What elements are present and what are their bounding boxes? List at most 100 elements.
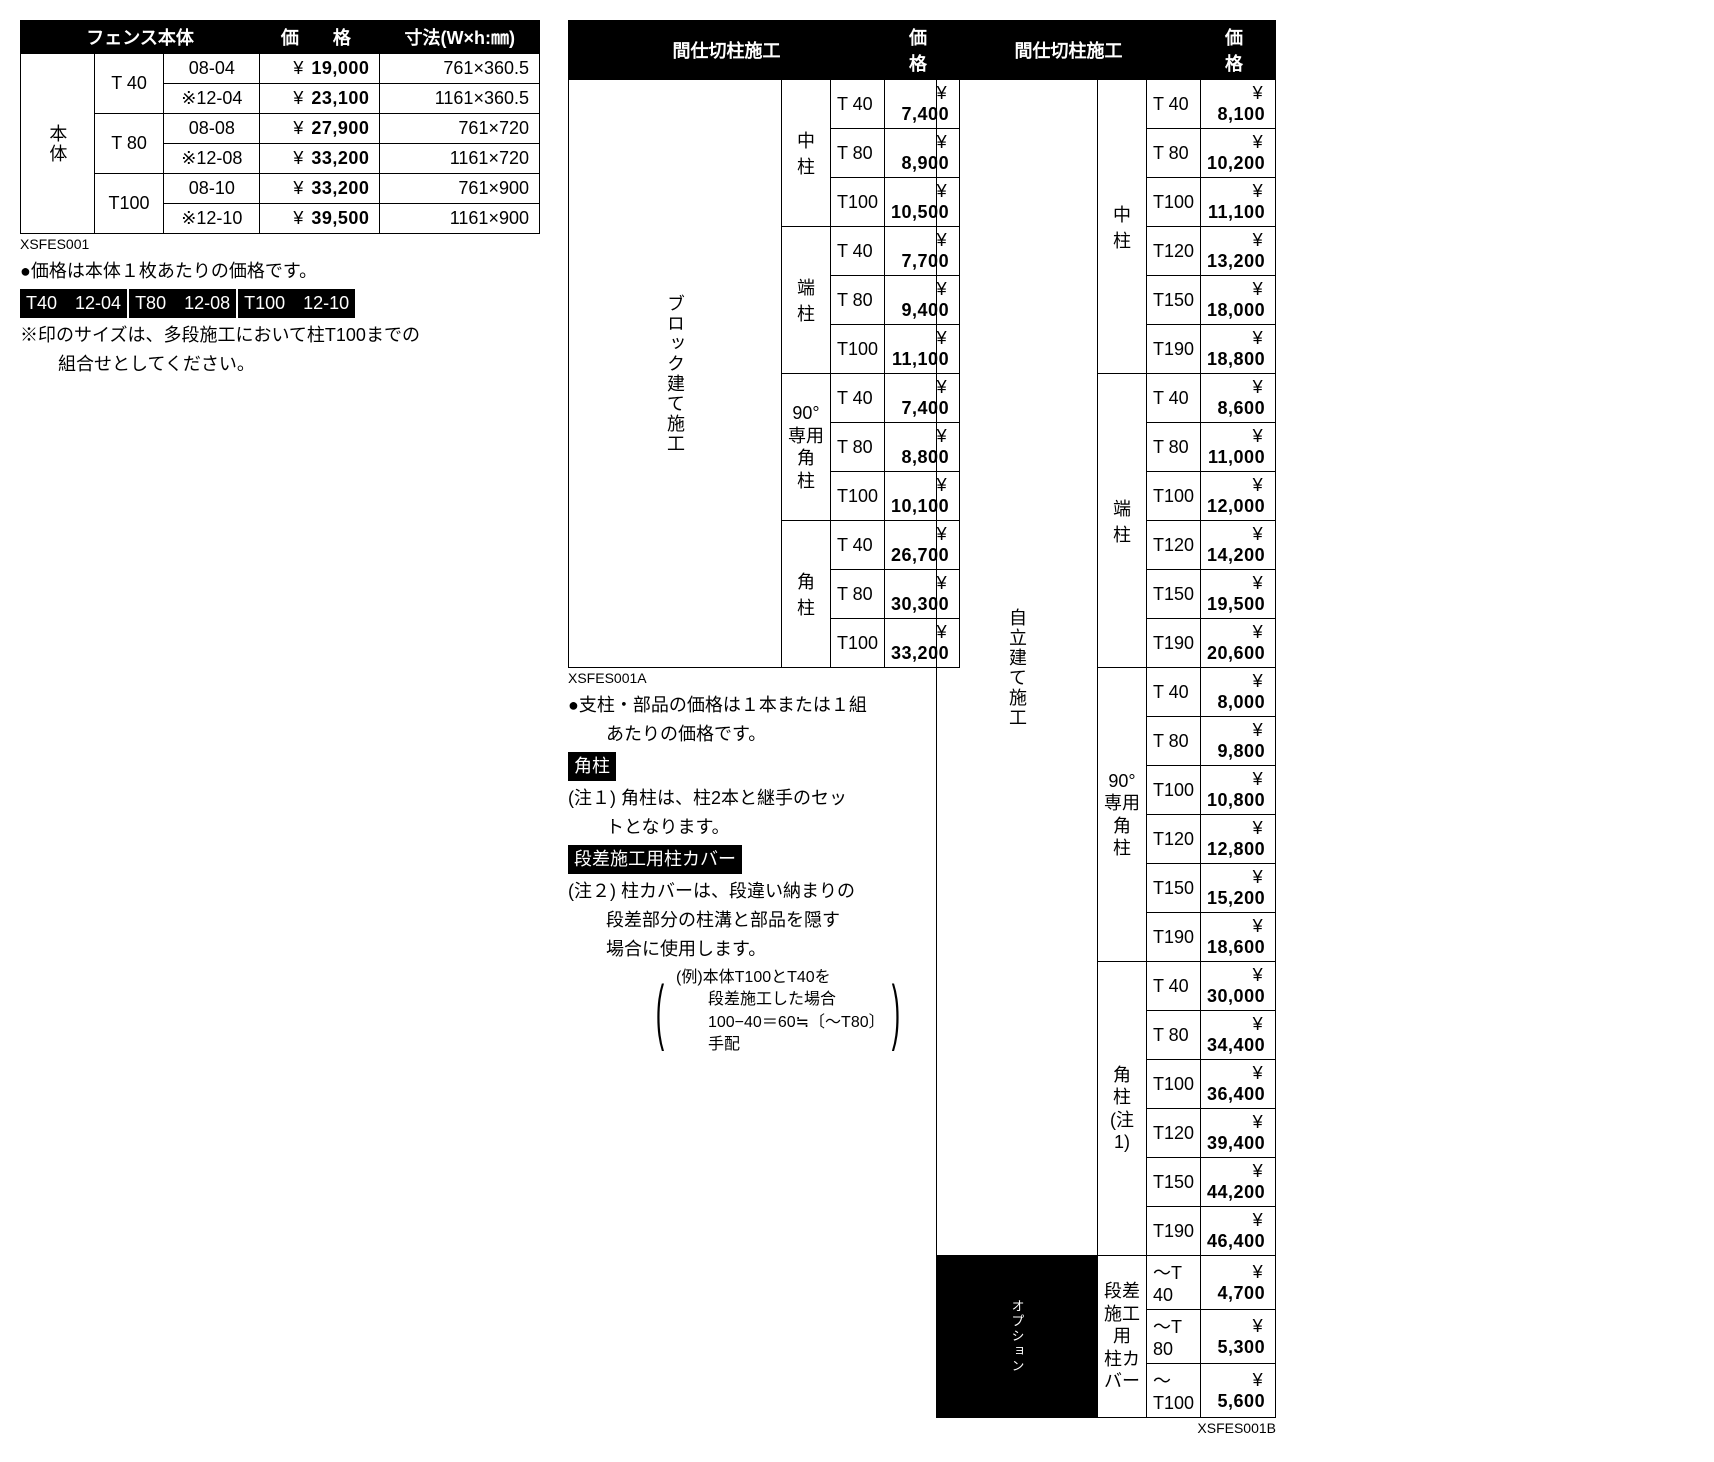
th-pillar: 間仕切柱施工	[937, 21, 1201, 80]
pillar-type: 中 柱	[782, 80, 831, 227]
price-cell: ¥ 5,300	[1201, 1310, 1276, 1364]
t-cell: T100	[831, 619, 885, 668]
vcat-block: ブロック建て施工	[569, 80, 782, 668]
price-cell: ¥ 27,900	[260, 114, 380, 144]
example-text: (例)本体T100とT40を	[676, 967, 880, 989]
t-cell: T120	[1147, 227, 1201, 276]
note-text: 場合に使用します。	[568, 936, 908, 963]
price-cell: ¥ 15,200	[1201, 864, 1276, 913]
t-cell: T 40	[1147, 668, 1201, 717]
price-cell: ¥ 8,100	[1201, 80, 1276, 129]
code-cell: 08-08	[164, 114, 260, 144]
example-text: 100−40＝60≒〔〜T80〕手配	[676, 1012, 880, 1057]
t-cell: T190	[1147, 1207, 1201, 1256]
price-cell: ¥ 39,400	[1201, 1109, 1276, 1158]
table-fence-body: フェンス本体 価 格 寸法(W×h:㎜) 本体T 4008-04¥ 19,000…	[20, 20, 540, 234]
note-text: 組合せとしてください。	[20, 351, 540, 378]
t-cell: T190	[1147, 325, 1201, 374]
note-text: ●価格は本体１枚あたりの価格です。	[20, 258, 540, 285]
t-cell: T190	[1147, 913, 1201, 962]
t-cell: T150	[1147, 570, 1201, 619]
t-cell: T 80	[831, 423, 885, 472]
dim-cell: 761×360.5	[380, 54, 540, 84]
price-cell: ¥ 14,200	[1201, 521, 1276, 570]
t-cell: T 80	[1147, 717, 1201, 766]
price-cell: ¥ 10,200	[1201, 129, 1276, 178]
pillar-type: 90°専用角 柱	[1098, 668, 1147, 962]
note-text: ●支柱・部品の価格は１本または１組	[568, 692, 908, 719]
price-cell: ¥ 4,700	[1201, 1256, 1276, 1310]
t-cell: T 40	[831, 227, 885, 276]
inv-label: 段差施工用柱カバー	[568, 845, 742, 874]
t-cell: T 40	[1147, 80, 1201, 129]
note-text: あたりの価格です。	[568, 721, 908, 748]
t-cell: T 80	[831, 129, 885, 178]
note-text: トとなります。	[568, 814, 908, 841]
price-cell: ¥ 23,100	[260, 84, 380, 114]
vcat-body: 本体	[21, 54, 95, 234]
inv-label: 角柱	[568, 752, 616, 781]
dim-cell: 761×720	[380, 114, 540, 144]
notes-col2: ●支柱・部品の価格は１本または１組 あたりの価格です。 角柱 (注１) 角柱は、…	[568, 692, 908, 1057]
t-cell: T 80	[831, 570, 885, 619]
th-price: 価 格	[1201, 21, 1276, 80]
price-cell: ¥ 11,000	[1201, 423, 1276, 472]
table-free-standing: 間仕切柱施工 価 格 自立建て施工中 柱T 40¥ 8,100T 80¥ 10,…	[936, 20, 1276, 1418]
paren-right-icon: )	[892, 967, 900, 1057]
price-cell: ¥ 11,100	[1201, 178, 1276, 227]
t-cell: T120	[1147, 1109, 1201, 1158]
th-pillar: 間仕切柱施工	[569, 21, 885, 80]
price-cell: ¥ 18,800	[1201, 325, 1276, 374]
inv-label-row: T40 12-04T80 12-08T100 12-10	[20, 287, 540, 320]
notes-col1: ●価格は本体１枚あたりの価格です。 T40 12-04T80 12-08T100…	[20, 258, 540, 378]
inv-label: T100 12-10	[238, 289, 355, 318]
pillar-type: 90°専用角 柱	[782, 374, 831, 521]
code-cell: 08-10	[164, 174, 260, 204]
price-cell: ¥ 39,500	[260, 204, 380, 234]
price-cell: ¥ 9,800	[1201, 717, 1276, 766]
t-cell: T 80	[1147, 129, 1201, 178]
t-cell: T120	[1147, 815, 1201, 864]
product-code: XSFES001	[20, 236, 540, 252]
t-cell: T150	[1147, 864, 1201, 913]
price-cell: ¥ 5,600	[1201, 1364, 1276, 1418]
price-cell: ¥ 33,200	[260, 174, 380, 204]
vcat-option: オプション	[937, 1256, 1098, 1418]
t-cell: T100	[1147, 178, 1201, 227]
t-cell: T100	[831, 178, 885, 227]
code-cell: ※12-10	[164, 204, 260, 234]
pillar-type: 端 柱	[1098, 374, 1147, 668]
t-cell: T120	[1147, 521, 1201, 570]
price-cell: ¥ 19,000	[260, 54, 380, 84]
t-cell: T 40	[831, 374, 885, 423]
page: フェンス本体 価 格 寸法(W×h:㎜) 本体T 4008-04¥ 19,000…	[20, 20, 1694, 1442]
t-cell: T 40	[1147, 962, 1201, 1011]
t-cell: T100	[831, 472, 885, 521]
column-free-standing: 間仕切柱施工 価 格 自立建て施工中 柱T 40¥ 8,100T 80¥ 10,…	[936, 20, 1276, 1442]
size-group: T 80	[94, 114, 164, 174]
note-text: (注１) 角柱は、柱2本と継手のセッ	[568, 785, 908, 812]
product-code: XSFES001A	[568, 670, 908, 686]
t-cell: T100	[831, 325, 885, 374]
price-cell: ¥ 13,200	[1201, 227, 1276, 276]
dim-cell: 1161×360.5	[380, 84, 540, 114]
size-group: T 40	[94, 54, 164, 114]
price-cell: ¥ 8,600	[1201, 374, 1276, 423]
option-label: 段差施工用柱カバー	[1098, 1256, 1147, 1418]
price-cell: ¥ 33,200	[260, 144, 380, 174]
price-cell: ¥ 18,000	[1201, 276, 1276, 325]
pillar-type: 角 柱	[782, 521, 831, 668]
th-fence-body: フェンス本体	[21, 21, 260, 54]
dim-cell: 1161×900	[380, 204, 540, 234]
column-fence-body: フェンス本体 価 格 寸法(W×h:㎜) 本体T 4008-04¥ 19,000…	[20, 20, 540, 380]
vcat-free: 自立建て施工	[937, 80, 1098, 1256]
paren-left-icon: (	[656, 967, 664, 1057]
price-cell: ¥ 12,000	[1201, 472, 1276, 521]
code-cell: ※12-08	[164, 144, 260, 174]
pillar-type: 角 柱(注1)	[1098, 962, 1147, 1256]
note-text: (注２) 柱カバーは、段違い納まりの	[568, 878, 908, 905]
t-cell: T100	[1147, 1060, 1201, 1109]
t-cell: T 80	[1147, 1011, 1201, 1060]
t-cell: T190	[1147, 619, 1201, 668]
example-text: 段差施工した場合	[676, 989, 880, 1011]
